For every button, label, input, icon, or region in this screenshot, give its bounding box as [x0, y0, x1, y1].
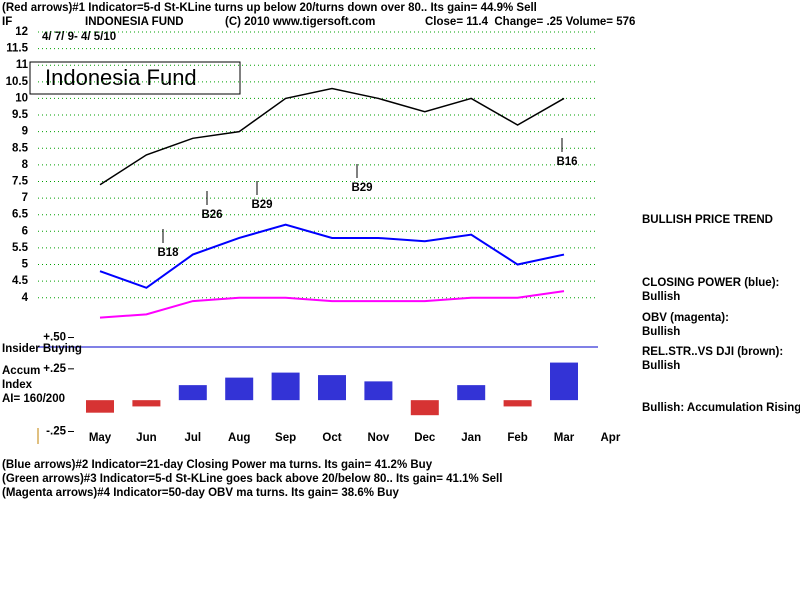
chart-title: INDONESIA FUND [85, 16, 184, 28]
y-tick-label: 6.5 [12, 209, 29, 221]
x-tick-label: Apr [600, 432, 620, 444]
bar [271, 372, 300, 401]
x-tick-label: Jan [461, 432, 481, 444]
series-line [99, 290, 565, 319]
y-tick-label: 8.5 [12, 142, 29, 154]
y-tick-label: +.50 [43, 332, 66, 344]
x-tick-label: Oct [322, 432, 341, 444]
x-tick-label: Aug [228, 432, 250, 444]
bar [132, 400, 161, 407]
side-note: Bullish [642, 291, 680, 303]
bar [364, 381, 393, 401]
side-note: Bullish [642, 326, 680, 338]
y-tick-label: 7.5 [12, 176, 29, 188]
x-tick-label: Jun [136, 432, 156, 444]
y-tick-label: 5.5 [12, 242, 29, 254]
x-tick-label: Sep [275, 432, 296, 444]
copyright: (C) 2010 www.tigersoft.com [225, 16, 375, 28]
y-tick-label: -.25 [46, 426, 66, 438]
annotation: B26 [201, 209, 222, 221]
side-note: REL.STR..VS DJI (brown): [642, 346, 783, 358]
legend-entry: OBV (magenta): [642, 312, 729, 324]
footer-line: (Blue arrows)#2 Indicator=21-day Closing… [2, 459, 433, 471]
side-note: Bullish: Accumulation Rising [642, 402, 800, 414]
date-range: 4/ 7/ 9- 4/ 5/10 [42, 31, 116, 43]
series-line [99, 87, 565, 186]
side-note: BULLISH PRICE TREND [642, 214, 773, 226]
annotation: B18 [157, 247, 179, 259]
y-tick-label: 10 [15, 92, 28, 104]
panel-title: Insider Buying [2, 343, 82, 355]
footer-line: (Magenta arrows)#4 Indicator=50-day OBV … [2, 487, 399, 499]
fund-name: Indonesia Fund [45, 65, 197, 90]
y-tick-label: 7 [22, 192, 28, 204]
bar [225, 377, 254, 401]
x-tick-label: May [89, 432, 112, 444]
y-tick-label: 4.5 [12, 275, 29, 287]
panel-subtitle: AI= 160/200 [2, 393, 65, 405]
side-note: Bullish [642, 360, 680, 372]
symbol: IF [2, 16, 12, 28]
y-tick-label: 8 [22, 159, 29, 171]
y-tick-label: 10.5 [6, 76, 29, 88]
y-tick-label: 9 [22, 126, 28, 138]
y-tick-label: 11.5 [6, 43, 28, 55]
bar [318, 375, 346, 401]
bar [503, 400, 532, 407]
x-tick-label: Feb [507, 432, 527, 444]
quote: Close= 11.4 Change= .25 Volume= 576 [425, 16, 635, 28]
x-tick-label: Dec [414, 432, 436, 444]
y-tick-label: 9.5 [12, 109, 29, 121]
x-tick-label: Mar [554, 432, 575, 444]
bar [457, 385, 486, 401]
y-tick-label: 4 [22, 292, 29, 304]
y-tick-label: 5 [22, 259, 29, 271]
annotation: B29 [351, 182, 372, 194]
y-tick-label: 11 [16, 59, 29, 71]
axis-label: Index [2, 379, 33, 391]
y-tick-label: 6 [22, 225, 28, 237]
y-tick-label: +.25 [43, 363, 66, 375]
bar [550, 362, 578, 401]
axis-label: Accum [2, 365, 40, 377]
header-line: (Red arrows)#1 Indicator=5-d St-KLine tu… [2, 2, 537, 14]
annotation: B29 [251, 199, 272, 211]
x-tick-label: Jul [184, 432, 201, 444]
footer-line: (Green arrows)#3 Indicator=5-d St-KLine … [2, 473, 502, 485]
bar [410, 400, 439, 416]
series-line [99, 223, 565, 289]
bar [86, 400, 114, 413]
bar [178, 385, 207, 401]
legend-entry: CLOSING POWER (blue): [642, 277, 779, 289]
y-tick-label: 12 [15, 26, 28, 38]
name-box [29, 61, 241, 95]
annotation: B16 [556, 156, 577, 168]
x-tick-label: Nov [368, 432, 390, 444]
